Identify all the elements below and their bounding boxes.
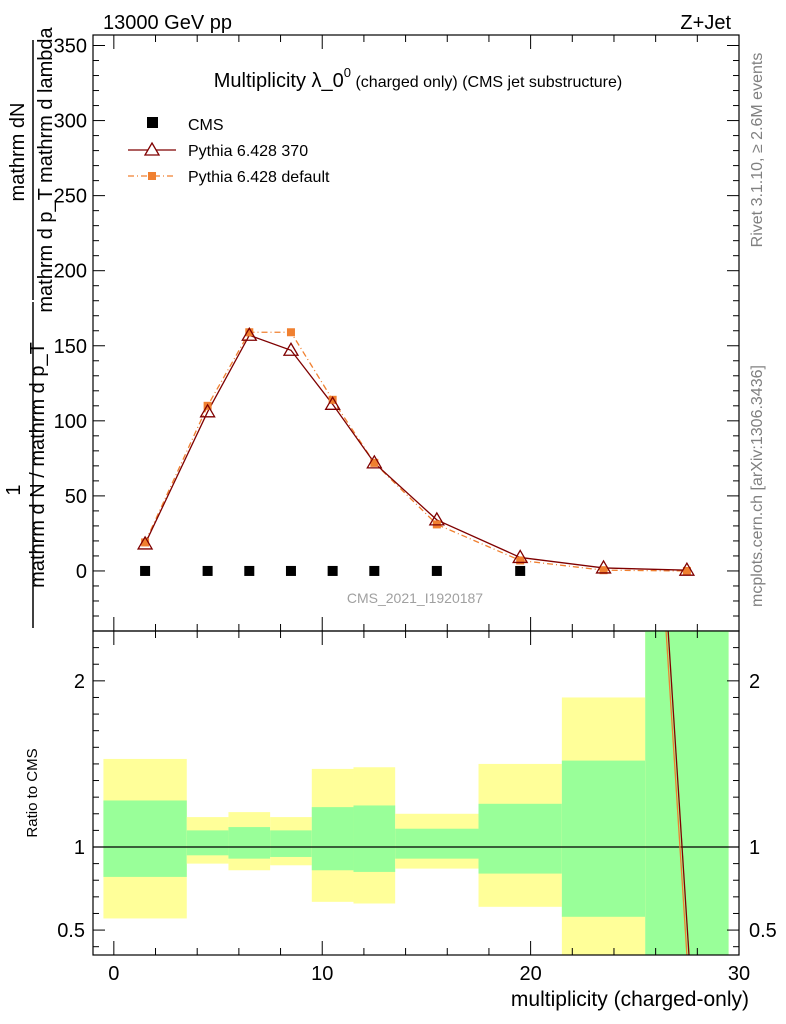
ylabel-top-num: mathrm dN [7,103,29,202]
main-panel: 0 50 100 150 200 250 300 350 Multiplicity λ_00 … [54,34,740,632]
cms-point [369,565,380,576]
ratio-y-ticks: 0.5 0.5 1 1 2 2 [57,647,777,948]
ratio-y-axis-label: Ratio to CMS [24,748,41,837]
main-y-tick-label: 350 [54,36,87,58]
plot-title-sup: 0 [344,65,351,80]
pythia-370-point [678,561,696,576]
ratio-y-tick-label: 0.5 [57,920,85,942]
legend-cms-marker [147,117,158,128]
legend-pdef-label: Pythia 6.428 default [188,169,330,186]
x-tick-label: 10 [311,963,333,985]
pythia-370-point [595,559,612,574]
legend: CMS Pythia 6.428 370 Pythia 6.428 defaul… [128,117,330,186]
cms-point [327,565,338,576]
main-y-tick-label: 50 [65,486,87,508]
main-y-tick-label: 100 [54,411,87,433]
pythia-370-point [199,403,216,418]
ratio-y-tick-label: 1 [74,837,85,859]
ylabel-top-den: mathrm d p_T mathrm d lambda [35,26,57,312]
pythia-370-point [428,511,445,526]
ratio-band-green [311,807,354,871]
mcplots-label: mcplots.cern.ch [arXiv:1306.3436] [749,365,766,607]
plot-title-suffix: (charged only) (CMS jet substructure) [351,74,622,91]
ratio-band-green [395,828,479,859]
ratio-panel: 0.5 0.5 1 1 2 2 0 10 20 30 [57,35,777,985]
ratio-band-green [645,631,729,955]
x-tick-label: 30 [728,963,750,985]
ratio-frame [92,630,740,956]
x-axis-label: multiplicity (charged-only) [511,988,749,1011]
pythia-default-point [286,328,295,337]
pythia-370-point [282,341,300,356]
main-y-tick-label: 150 [54,336,87,358]
legend-pdef-marker [148,172,156,180]
legend-p370-label: Pythia 6.428 370 [188,143,308,160]
pythia-default-point [245,328,254,337]
pythia-default-point [682,566,691,575]
rivet-label: Rivet 3.1.10, ≥ 2.6M events [749,53,766,248]
main-y-tick-label: 300 [54,111,87,133]
ylabel-bottom-num: 1 [3,484,25,495]
pythia-370-point [241,326,258,341]
pythia-370-point [512,549,529,564]
pythia-default-point [599,566,608,575]
plot-title-main: Multiplicity λ_0 [214,70,344,92]
cms-point [244,565,255,576]
pythia-370-point [366,454,383,469]
main-y-ticks: 0 50 100 150 200 250 300 350 [54,36,739,617]
main-marks [136,326,696,576]
pythia-370-point [324,396,341,410]
cms-point [515,565,526,576]
ratio-y-tick-label-right: 1 [749,837,760,859]
ratio-band-green [228,827,271,859]
ratio-y-tick-label-right: 0.5 [749,920,777,942]
cms-point [285,565,296,576]
ratio-series-line [665,630,688,956]
main-y-tick-label: 0 [76,561,87,583]
series-line [144,331,687,572]
pythia-370-point [136,535,154,550]
ratio-band-green [186,830,229,856]
legend-p370-marker [143,141,161,156]
ratio-series-line [667,630,690,956]
ratio-band-green [103,800,187,877]
ratio-band-green [561,760,646,917]
main-y-axis-label: mathrm dN mathrm d p_T mathrm d lambda 1… [3,26,57,628]
main-y-tick-label: 250 [54,186,87,208]
plot-title: Multiplicity λ_00 (charged only) (CMS je… [214,65,622,92]
legend-cms-label: CMS [188,117,224,134]
ratio-band-green [353,805,396,872]
x-tick-label: 20 [519,963,541,985]
x-ticks: 0 10 20 30 [108,35,750,985]
energy-label: 13000 GeV pp [103,12,232,34]
analysis-id: CMS_2021_I1920187 [347,590,483,606]
ratio-y-tick-label-right: 2 [749,671,760,693]
pythia-default-point [516,556,525,565]
ratio-bands [103,631,729,955]
ratio-lines [665,630,690,956]
ratio-band-green [478,803,562,874]
process-label: Z+Jet [680,12,731,34]
ylabel-bottom-den: mathrm d N / mathrm d p_T [27,342,49,588]
x-tick-label: 0 [108,963,119,985]
main-y-tick-label: 200 [54,261,87,283]
ratio-band-green [270,830,312,857]
ratio-y-tick-label: 2 [74,671,85,693]
cms-point [202,565,213,576]
pythia-default-point [370,458,379,467]
series-line [144,334,687,571]
pythia-default-point [328,395,337,404]
cms-point [140,565,151,576]
cms-point [431,565,442,576]
pythia-default-point [141,538,150,547]
